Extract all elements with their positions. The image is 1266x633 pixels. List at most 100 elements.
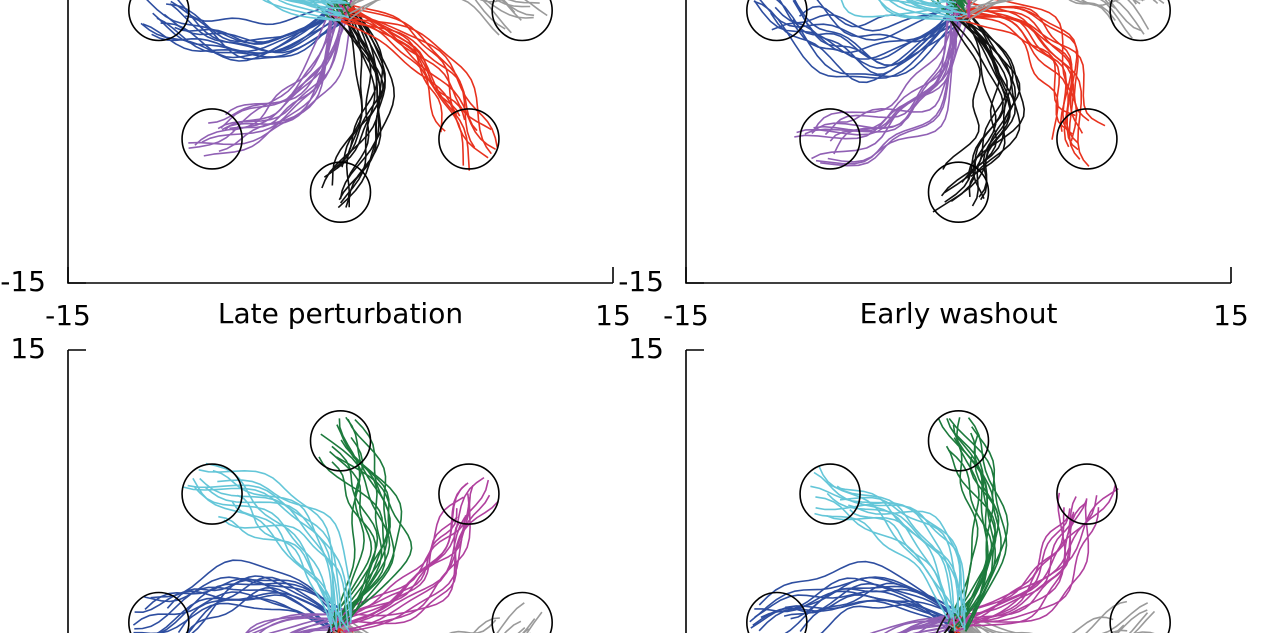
trajectory xyxy=(289,617,341,633)
trajectory xyxy=(344,17,492,155)
trajectory xyxy=(335,456,413,615)
trajectory xyxy=(262,0,342,22)
trajectory xyxy=(140,3,338,62)
panel: -15-15 15 xyxy=(0,0,631,332)
x-tick-label: 15 xyxy=(595,299,631,332)
trajectory xyxy=(775,0,963,78)
trajectory xyxy=(223,519,349,627)
trajectory xyxy=(829,10,962,142)
trajectory xyxy=(882,0,948,5)
trajectory xyxy=(348,0,500,36)
trajectory xyxy=(142,16,341,54)
trajectory xyxy=(811,13,953,134)
trajectory xyxy=(962,514,1070,626)
trajectory xyxy=(770,12,949,84)
trajectory xyxy=(815,496,965,629)
trajectory xyxy=(961,9,1000,183)
trajectory xyxy=(967,5,1073,135)
trajectory xyxy=(192,477,345,625)
trajectory xyxy=(132,591,331,631)
trajectory xyxy=(906,0,966,14)
trajectory xyxy=(960,14,1076,117)
trajectory xyxy=(187,594,338,633)
trajectory xyxy=(194,486,334,625)
trajectory xyxy=(949,18,1004,202)
trajectory xyxy=(346,508,458,613)
trajectory xyxy=(330,515,467,619)
trajectory xyxy=(329,450,373,619)
trajectory xyxy=(344,616,370,633)
trajectory xyxy=(220,9,333,129)
trajectory xyxy=(338,19,489,159)
target xyxy=(799,108,861,170)
trajectory xyxy=(177,576,341,633)
trajectory xyxy=(339,19,478,132)
y-tick-label: 15 xyxy=(628,332,664,365)
target xyxy=(438,463,500,525)
trajectory xyxy=(898,613,950,633)
x-tick-label: -15 xyxy=(45,299,91,332)
trajectory xyxy=(951,508,1071,620)
trajectory xyxy=(901,624,959,633)
trajectory xyxy=(217,479,352,624)
trajectory xyxy=(967,14,1106,127)
trajectory xyxy=(848,504,961,614)
trajectory xyxy=(301,0,341,4)
trajectory xyxy=(329,0,531,10)
trajectory xyxy=(897,613,968,633)
trajectory xyxy=(344,494,491,633)
trajectory xyxy=(912,624,962,633)
trajectory xyxy=(348,449,395,620)
trajectory xyxy=(948,418,1008,622)
trajectory xyxy=(840,0,952,18)
trajectory xyxy=(813,471,953,619)
trajectory xyxy=(888,0,956,20)
trajectory xyxy=(338,416,391,623)
trajectory xyxy=(204,486,352,618)
trajectory xyxy=(342,8,363,208)
trajectory xyxy=(909,0,958,10)
panel-title: Late perturbation xyxy=(218,297,463,330)
trajectory xyxy=(962,0,1165,11)
trajectory xyxy=(347,6,466,121)
trajectory xyxy=(960,0,1081,160)
trajectory xyxy=(957,498,1090,623)
trajectory xyxy=(950,514,1074,620)
target xyxy=(746,0,808,42)
trajectory xyxy=(158,582,347,633)
target xyxy=(491,591,553,633)
trajectory xyxy=(332,0,503,22)
panel: 15 Late perturbation xyxy=(10,297,553,633)
trajectory xyxy=(784,585,960,633)
trajectory xyxy=(335,13,465,166)
trajectory xyxy=(329,496,464,625)
trajectory xyxy=(754,590,954,624)
trajectory xyxy=(877,0,963,18)
trajectory xyxy=(752,600,964,631)
trajectory xyxy=(956,16,1021,197)
panel: 15 Early washout xyxy=(628,297,1171,633)
trajectory xyxy=(266,0,342,22)
axes xyxy=(685,0,1231,284)
trajectory xyxy=(944,15,1007,203)
trajectory xyxy=(251,617,336,633)
trajectory xyxy=(826,492,968,613)
trajectory xyxy=(321,3,384,189)
trajectory xyxy=(245,613,331,633)
trajectory xyxy=(218,0,333,153)
trajectory xyxy=(194,15,350,146)
trajectory xyxy=(187,484,343,622)
trajectory xyxy=(932,11,1017,213)
trajectory xyxy=(940,2,1014,197)
panel-title: Early washout xyxy=(860,297,1058,330)
trajectory xyxy=(824,16,950,136)
trajectory xyxy=(813,1,961,132)
trajectory xyxy=(969,507,1100,623)
trajectory xyxy=(166,575,331,615)
trajectory xyxy=(299,0,350,19)
trajectory xyxy=(185,587,348,633)
trajectory xyxy=(947,0,1116,21)
trajectory xyxy=(205,462,338,629)
target xyxy=(1056,108,1118,170)
trajectory xyxy=(967,9,1069,131)
